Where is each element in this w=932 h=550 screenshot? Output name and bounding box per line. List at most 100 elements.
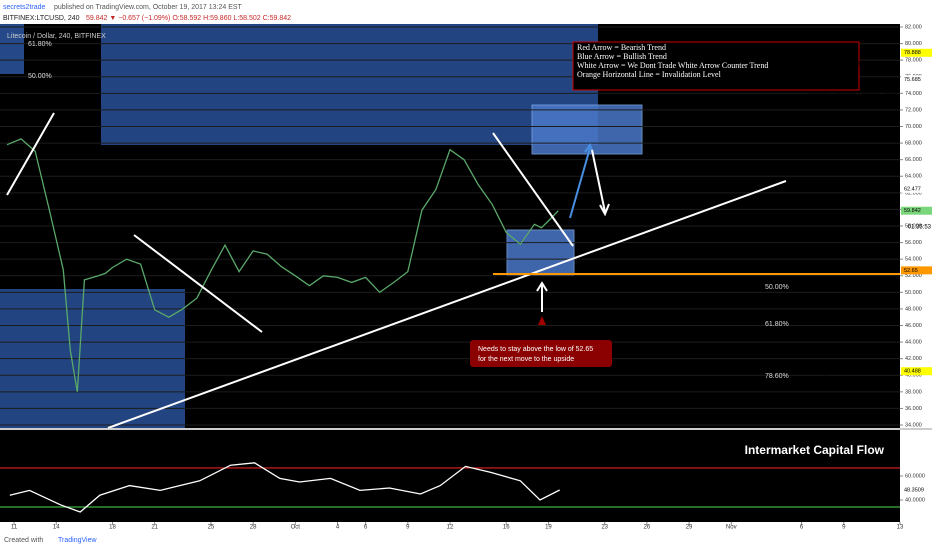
white-arrow: [591, 149, 610, 217]
y-tick-label: 40.0000: [905, 497, 925, 503]
price-tag-label: 59.842: [904, 208, 921, 214]
chart-title: Litecoin / Dollar, 240, BITFINEX: [7, 33, 106, 40]
level-tag: Monthly Extension Extrema Lower: [807, 371, 898, 377]
price-tag-label: 48.3509: [904, 487, 924, 493]
series-line: [6, 138, 559, 392]
price-tag-label: 78.888: [904, 50, 921, 56]
series-line: [9, 462, 560, 513]
y-tick-label: 62.000: [905, 190, 922, 196]
x-tick-label: 25: [208, 525, 215, 531]
fib-label: 50.00%: [28, 73, 52, 80]
price-tag: [901, 184, 932, 193]
x-tick-label: 18: [109, 525, 116, 531]
time-axis: [0, 522, 932, 550]
y-tick-label: 42.000: [905, 356, 922, 362]
trend-line: [492, 132, 574, 247]
legend-line: White Arrow = We Dont Trade White Arrow …: [577, 61, 768, 70]
quote: 59.842 ▼ −0.657 (−1.09%) O:58.592 H:59.8…: [86, 15, 291, 22]
x-tick-label: 21: [151, 525, 158, 531]
footer: Created with: [4, 537, 43, 544]
osc-title: Intermarket Capital Flow: [745, 443, 885, 457]
price-tag: [901, 206, 932, 215]
price-tag-label: 40.488: [904, 369, 921, 375]
price-tag: [901, 367, 932, 376]
x-tick-label: 29: [686, 525, 693, 531]
y-tick-label: 60.0000: [905, 473, 925, 479]
series-name: Interm All: [874, 487, 897, 493]
x-tick-label: Oct: [291, 525, 301, 531]
x-tick-label: 9: [406, 525, 410, 531]
level-tag: Weekly Extension Extrema Lower: [808, 195, 898, 201]
x-tick-label: 11: [11, 525, 18, 531]
x-tick-label: 23: [601, 525, 608, 531]
zone: [101, 24, 598, 145]
note: Needs to stay above the low of 52.65: [478, 346, 593, 353]
zone: [531, 104, 643, 155]
clock: 01:35:53: [908, 225, 932, 231]
x-tick-label: 6: [364, 525, 368, 531]
zone: [506, 229, 575, 276]
price-tag-label: 52.65: [904, 268, 918, 274]
y-tick-label: 68.000: [905, 141, 922, 147]
price-tag-label: 62.477: [904, 186, 921, 192]
x-tick-label: 13: [897, 525, 904, 531]
x-tick-label: 19: [545, 525, 552, 531]
x-tick-label: 4: [336, 525, 340, 531]
trend-line: [107, 180, 787, 429]
price-tag: [901, 266, 932, 275]
fib-label: 50.00%: [765, 284, 789, 291]
note-box: [470, 340, 612, 367]
y-tick-label: 38.000: [905, 389, 922, 395]
drawings: [6, 112, 900, 429]
x-tick-label: 12: [447, 525, 454, 531]
y-tick-label: 80.000: [905, 41, 922, 47]
symbol: BITFINEX:LTCUSD, 240: [3, 15, 80, 22]
price-tag: [901, 485, 932, 494]
price-tag: [901, 48, 932, 57]
legend-line: Red Arrow = Bearish Trend: [577, 43, 666, 52]
y-tick-label: 40.000: [905, 373, 922, 379]
y-tick-label: 64.000: [905, 174, 922, 180]
x-tick-label: Nov: [726, 525, 737, 531]
fib-label: 61.80%: [28, 41, 52, 48]
x-tick-label: 6: [800, 525, 804, 531]
y-tick-label: 36.000: [905, 406, 922, 412]
y-tick-label: 54.000: [905, 257, 922, 263]
y-tick-label: 46.000: [905, 323, 922, 329]
y-tick-label: 58.000: [905, 223, 922, 229]
publisher[interactable]: secrets2trade: [3, 4, 46, 11]
y-tick-label: 66.000: [905, 157, 922, 163]
y-tick-label: 74.000: [905, 91, 922, 97]
price-tag: [901, 75, 932, 84]
legend-line: Blue Arrow = Bullish Trend: [577, 52, 667, 61]
x-tick-label: 28: [250, 525, 257, 531]
trend-line: [6, 112, 55, 196]
y-tick-label: 44.000: [905, 340, 922, 346]
y-tick-label: 48.000: [905, 306, 922, 312]
fib-label: 78.60%: [765, 373, 789, 380]
zone: [0, 24, 24, 74]
y-tick-label: 34.000: [905, 422, 922, 428]
y-tick-label: 50.000: [905, 290, 922, 296]
x-tick-label: 26: [644, 525, 651, 531]
y-tick-label: 56.000: [905, 240, 922, 246]
x-tick-label: 9: [842, 525, 846, 531]
legend-line: Orange Horizontal Line = Invalidation Le…: [577, 70, 722, 79]
y-tick-label: 78.000: [905, 58, 922, 64]
note: for the next move to the upside: [478, 356, 574, 363]
blue-arrow: [569, 147, 591, 219]
x-tick-label: 16: [503, 525, 510, 531]
fib-label: 61.80%: [765, 321, 789, 328]
level-tag: Weekly Extension Extrema Upper: [808, 93, 898, 99]
level-tag: Weekly Extension Extrema Upper: [808, 62, 898, 68]
footer-brand[interactable]: TradingView: [58, 537, 97, 544]
price-tag-label: 75.685: [904, 77, 921, 83]
y-tick-label: 70.000: [905, 124, 922, 130]
y-tick-label: 72.000: [905, 107, 922, 113]
white-arrow: [536, 281, 548, 312]
header-bg: [0, 0, 932, 24]
y-tick-label: 82.000: [905, 24, 922, 30]
note-pointer: [538, 316, 546, 325]
